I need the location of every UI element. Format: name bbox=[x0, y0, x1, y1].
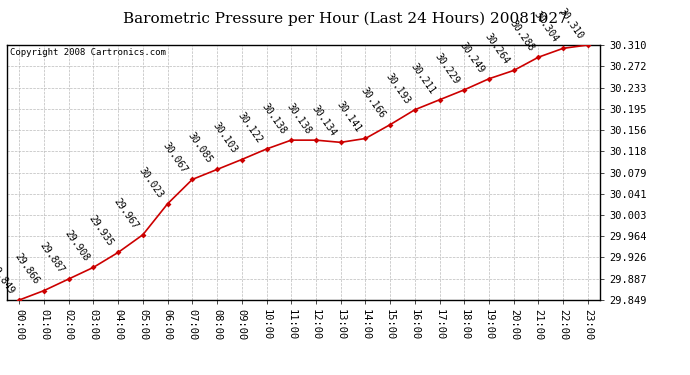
Text: 29.967: 29.967 bbox=[112, 196, 140, 231]
Text: 30.249: 30.249 bbox=[458, 40, 486, 75]
Text: 30.138: 30.138 bbox=[285, 101, 313, 136]
Text: 29.866: 29.866 bbox=[13, 252, 41, 286]
Text: 30.122: 30.122 bbox=[235, 110, 264, 145]
Text: 30.229: 30.229 bbox=[433, 51, 462, 86]
Text: 30.085: 30.085 bbox=[186, 130, 215, 165]
Text: 30.023: 30.023 bbox=[137, 165, 165, 200]
Text: 30.103: 30.103 bbox=[210, 121, 239, 155]
Text: Copyright 2008 Cartronics.com: Copyright 2008 Cartronics.com bbox=[10, 48, 166, 57]
Text: 30.067: 30.067 bbox=[161, 141, 190, 175]
Text: 30.166: 30.166 bbox=[359, 86, 387, 120]
Text: Barometric Pressure per Hour (Last 24 Hours) 20081027: Barometric Pressure per Hour (Last 24 Ho… bbox=[123, 11, 567, 26]
Text: 29.935: 29.935 bbox=[87, 214, 115, 248]
Text: 30.141: 30.141 bbox=[334, 100, 363, 134]
Text: 29.887: 29.887 bbox=[37, 240, 66, 275]
Text: 30.310: 30.310 bbox=[557, 6, 585, 41]
Text: 30.211: 30.211 bbox=[408, 61, 437, 96]
Text: 29.908: 29.908 bbox=[62, 229, 90, 263]
Text: 30.304: 30.304 bbox=[532, 9, 560, 44]
Text: 29.849: 29.849 bbox=[0, 261, 17, 296]
Text: 30.134: 30.134 bbox=[310, 104, 338, 138]
Text: 30.264: 30.264 bbox=[482, 32, 511, 66]
Text: 30.138: 30.138 bbox=[260, 101, 288, 136]
Text: 30.288: 30.288 bbox=[507, 18, 535, 53]
Text: 30.193: 30.193 bbox=[384, 71, 412, 105]
